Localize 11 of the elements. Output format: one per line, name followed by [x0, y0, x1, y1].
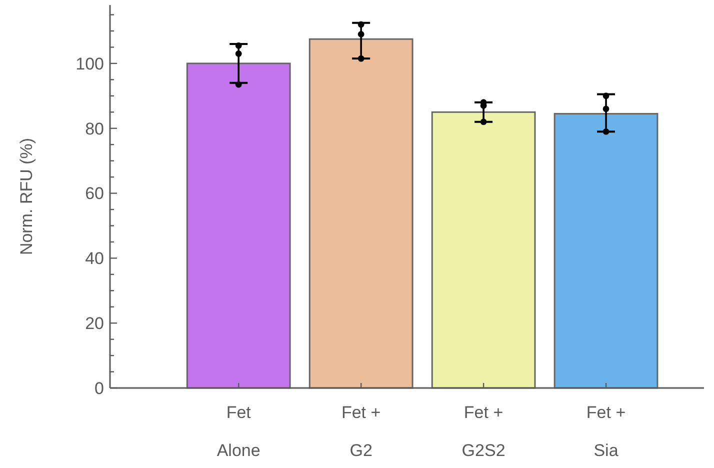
y-tick-label: 40: [85, 249, 104, 268]
x-tick-label: Fet + G2: [341, 403, 381, 460]
x-tick-label: Fet + G2S2: [462, 403, 506, 460]
y-axis-title: Norm. RFU (%): [17, 138, 36, 256]
y-tick-label: 0: [94, 378, 104, 398]
y-tick-label: 80: [85, 119, 104, 138]
x-tick-label: Fet + Sia: [586, 403, 626, 460]
x-tick-label: Fet Alone: [216, 403, 260, 460]
y-tick-label: 20: [85, 314, 104, 334]
y-tick-label: 100: [76, 54, 104, 74]
y-tick-label: 60: [85, 184, 104, 204]
